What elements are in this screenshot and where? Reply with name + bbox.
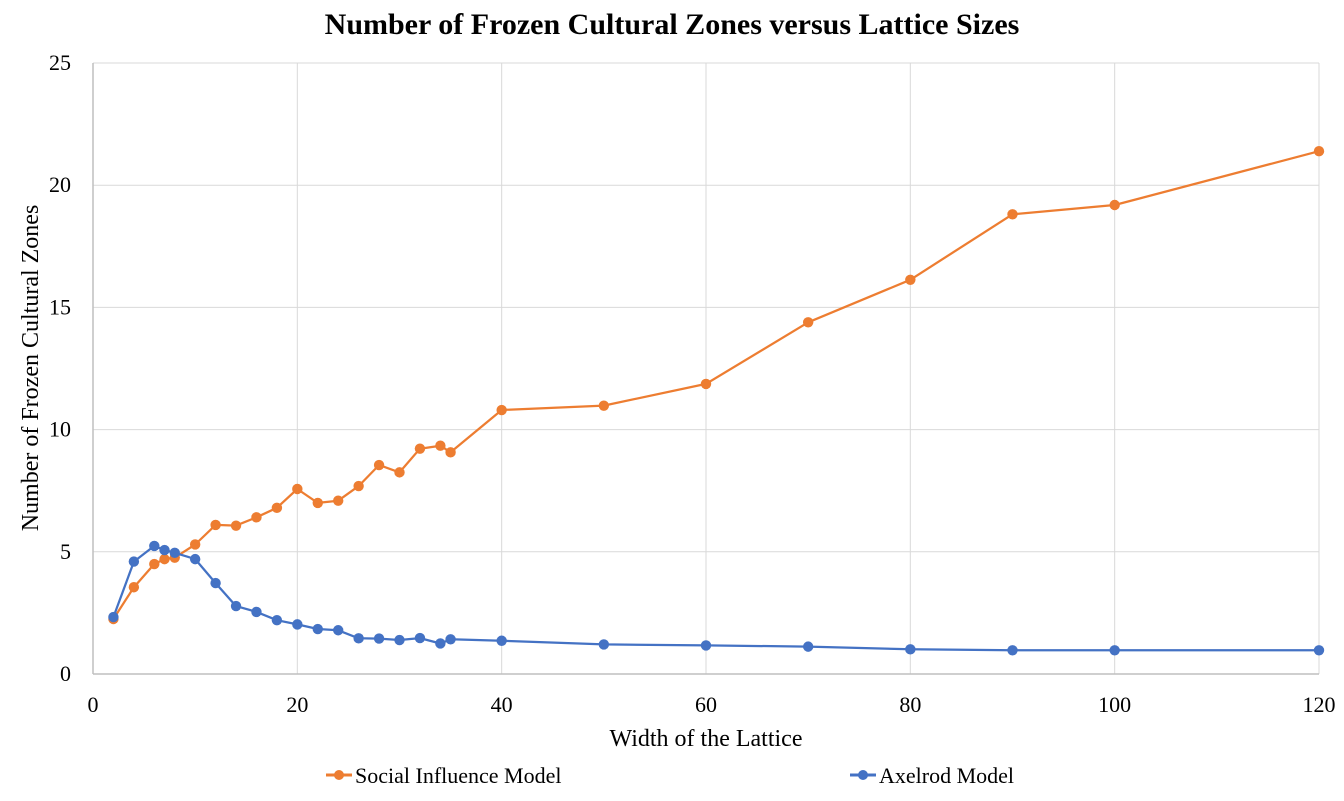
y-tick-label: 0 bbox=[60, 661, 71, 686]
data-point[interactable] bbox=[189, 553, 201, 565]
data-point[interactable] bbox=[1109, 645, 1120, 656]
legend: Social Influence Model Axelrod Model bbox=[326, 763, 1014, 788]
data-point[interactable] bbox=[1007, 645, 1018, 656]
legend-item-axelrod[interactable]: Axelrod Model bbox=[850, 763, 1014, 788]
data-point[interactable] bbox=[373, 633, 385, 644]
data-point[interactable] bbox=[445, 634, 456, 645]
data-point[interactable] bbox=[435, 638, 446, 649]
x-tick-label: 20 bbox=[286, 692, 308, 717]
data-point[interactable] bbox=[435, 440, 446, 451]
legend-marker-icon bbox=[334, 770, 344, 780]
data-point[interactable] bbox=[169, 547, 180, 558]
x-tick-label: 120 bbox=[1303, 692, 1336, 717]
data-point[interactable] bbox=[700, 640, 712, 651]
chart-title: Number of Frozen Cultural Zones versus L… bbox=[325, 8, 1020, 41]
data-point[interactable] bbox=[1313, 146, 1325, 157]
y-tick-label: 15 bbox=[49, 294, 71, 319]
legend-label: Axelrod Model bbox=[879, 763, 1014, 788]
gridlines bbox=[93, 62, 1320, 674]
data-point[interactable] bbox=[251, 512, 262, 523]
x-axis-label: Width of the Lattice bbox=[610, 726, 803, 752]
data-point[interactable] bbox=[598, 639, 610, 650]
data-point[interactable] bbox=[210, 577, 221, 589]
data-point[interactable] bbox=[251, 606, 262, 618]
data-point[interactable] bbox=[149, 558, 160, 570]
series-axelrod-model bbox=[108, 540, 1325, 656]
data-point[interactable] bbox=[414, 443, 426, 454]
x-tick-label: 0 bbox=[88, 692, 99, 717]
axes bbox=[92, 63, 1319, 675]
data-point[interactable] bbox=[700, 378, 712, 390]
data-point[interactable] bbox=[128, 582, 140, 593]
x-tick-label: 40 bbox=[491, 692, 513, 717]
data-point[interactable] bbox=[394, 634, 405, 646]
y-tick-labels: 0 5 10 15 20 25 bbox=[49, 50, 71, 686]
legend-label: Social Influence Model bbox=[355, 763, 562, 788]
data-point[interactable] bbox=[149, 540, 160, 552]
legend-item-social-influence[interactable]: Social Influence Model bbox=[326, 763, 562, 788]
y-tick-label: 10 bbox=[49, 417, 71, 442]
data-point[interactable] bbox=[333, 495, 344, 506]
data-point[interactable] bbox=[159, 553, 170, 565]
data-point[interactable] bbox=[905, 644, 916, 655]
series-group bbox=[108, 146, 1325, 656]
data-point[interactable] bbox=[353, 633, 364, 644]
data-point[interactable] bbox=[1007, 209, 1018, 220]
series-line bbox=[112, 544, 1319, 652]
x-tick-label: 60 bbox=[695, 692, 717, 717]
data-point[interactable] bbox=[496, 635, 507, 646]
data-point[interactable] bbox=[128, 556, 140, 567]
data-point[interactable] bbox=[445, 447, 456, 458]
data-point[interactable] bbox=[230, 600, 242, 612]
data-point[interactable] bbox=[394, 467, 405, 478]
data-point[interactable] bbox=[353, 480, 364, 492]
data-point[interactable] bbox=[108, 611, 119, 623]
data-point[interactable] bbox=[210, 519, 221, 531]
data-point[interactable] bbox=[1313, 645, 1325, 656]
legend-marker-icon bbox=[858, 770, 868, 780]
data-point[interactable] bbox=[292, 619, 303, 630]
y-axis-label: Number of Frozen Cultural Zones bbox=[18, 205, 44, 532]
data-point[interactable] bbox=[373, 459, 385, 471]
data-point[interactable] bbox=[414, 632, 426, 644]
data-point[interactable] bbox=[1109, 199, 1120, 211]
data-point[interactable] bbox=[802, 641, 814, 652]
data-point[interactable] bbox=[905, 274, 916, 285]
x-tick-label: 100 bbox=[1098, 692, 1131, 717]
x-tick-label: 80 bbox=[899, 692, 921, 717]
data-point[interactable] bbox=[271, 615, 283, 626]
data-point[interactable] bbox=[333, 625, 344, 636]
data-point[interactable] bbox=[230, 520, 242, 531]
y-tick-label: 20 bbox=[49, 172, 71, 197]
data-point[interactable] bbox=[159, 544, 170, 556]
data-point[interactable] bbox=[271, 502, 283, 514]
data-point[interactable] bbox=[312, 623, 323, 635]
data-point[interactable] bbox=[496, 404, 507, 416]
x-tick-labels: 0 20 40 60 80 100 120 bbox=[88, 692, 1336, 717]
data-point[interactable] bbox=[598, 400, 610, 411]
data-point[interactable] bbox=[802, 317, 814, 328]
series-line bbox=[112, 150, 1320, 620]
data-point[interactable] bbox=[312, 497, 323, 509]
data-point[interactable] bbox=[189, 539, 201, 550]
data-point[interactable] bbox=[292, 483, 303, 495]
series-social-influence-model bbox=[108, 146, 1325, 625]
y-tick-label: 5 bbox=[60, 539, 71, 564]
y-tick-label: 25 bbox=[49, 50, 71, 75]
